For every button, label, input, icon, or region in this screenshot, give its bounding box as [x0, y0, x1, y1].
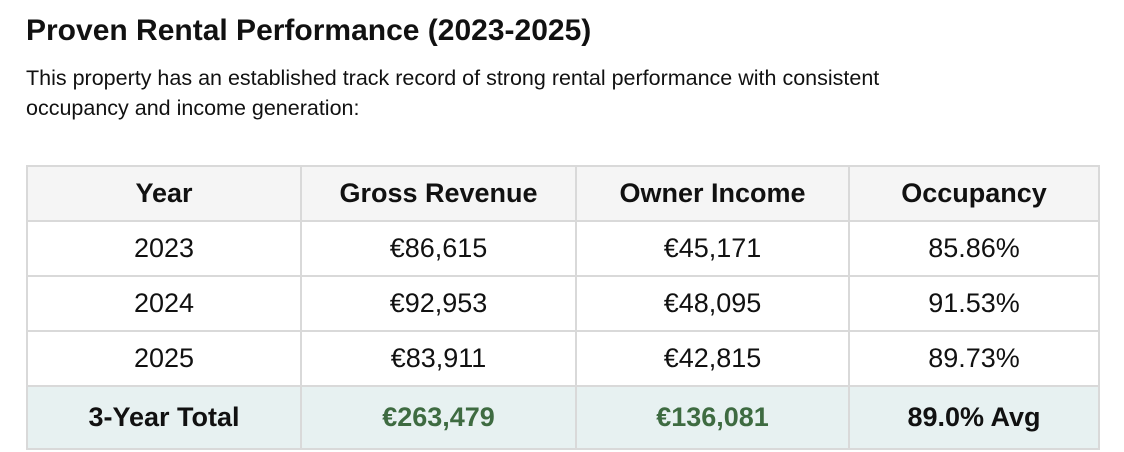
table-row: 2025 €83,911 €42,815 89.73% — [26, 330, 1100, 387]
cell-gross-revenue-2025: €83,911 — [300, 330, 577, 387]
total-owner-income-cell: €136,081 — [575, 385, 850, 450]
rental-performance-table: Year Gross Revenue Owner Income Occupanc… — [26, 165, 1100, 450]
page-description: This property has an established track r… — [26, 63, 1098, 123]
total-label-cell: 3-Year Total — [26, 385, 302, 450]
table-row: 2024 €92,953 €48,095 91.53% — [26, 275, 1100, 332]
cell-occupancy-2024: 91.53% — [848, 275, 1100, 332]
cell-occupancy-2025: 89.73% — [848, 330, 1100, 387]
page-title: Proven Rental Performance (2023-2025) — [26, 14, 592, 47]
cell-gross-revenue-2023: €86,615 — [300, 220, 577, 277]
table-total-row: 3-Year Total €263,479 €136,081 89.0% Avg — [26, 385, 1100, 450]
description-line-1: This property has an established track r… — [26, 66, 880, 90]
column-header-year: Year — [26, 165, 302, 222]
description-line-2: occupancy and income generation: — [26, 96, 360, 120]
column-header-occupancy: Occupancy — [848, 165, 1100, 222]
cell-occupancy-2023: 85.86% — [848, 220, 1100, 277]
column-header-gross-revenue: Gross Revenue — [300, 165, 577, 222]
cell-owner-income-2023: €45,171 — [575, 220, 850, 277]
column-header-owner-income: Owner Income — [575, 165, 850, 222]
total-gross-revenue-cell: €263,479 — [300, 385, 577, 450]
cell-year-2023: 2023 — [26, 220, 302, 277]
table-header-row: Year Gross Revenue Owner Income Occupanc… — [26, 165, 1100, 222]
cell-year-2025: 2025 — [26, 330, 302, 387]
table-row: 2023 €86,615 €45,171 85.86% — [26, 220, 1100, 277]
cell-owner-income-2024: €48,095 — [575, 275, 850, 332]
cell-gross-revenue-2024: €92,953 — [300, 275, 577, 332]
total-occupancy-cell: 89.0% Avg — [848, 385, 1100, 450]
cell-owner-income-2025: €42,815 — [575, 330, 850, 387]
cell-year-2024: 2024 — [26, 275, 302, 332]
